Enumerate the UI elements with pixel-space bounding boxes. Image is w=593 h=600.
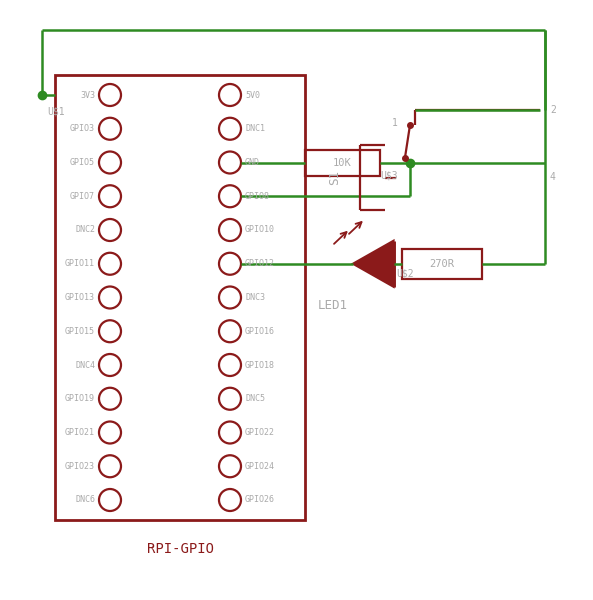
Text: S1: S1 [329, 170, 342, 185]
Text: GPIO18: GPIO18 [245, 361, 275, 370]
Text: RPI-GPIO: RPI-GPIO [146, 542, 213, 556]
Text: U$2: U$2 [397, 269, 414, 279]
Text: GPIO24: GPIO24 [245, 462, 275, 471]
Text: 5V0: 5V0 [245, 91, 260, 100]
Text: GPIO11: GPIO11 [65, 259, 95, 268]
Text: GPIO7: GPIO7 [70, 192, 95, 201]
Text: 270R: 270R [429, 259, 454, 269]
Text: GPIO19: GPIO19 [65, 394, 95, 403]
Text: 3V3: 3V3 [80, 91, 95, 100]
Text: GPIO10: GPIO10 [245, 226, 275, 235]
Text: GND: GND [245, 158, 260, 167]
Text: GPIO16: GPIO16 [245, 327, 275, 336]
Text: GPIO21: GPIO21 [65, 428, 95, 437]
Text: 1: 1 [392, 118, 398, 128]
Bar [305, 149, 380, 175]
Text: GPIO12: GPIO12 [245, 259, 275, 268]
Bar [55, 75, 305, 520]
Text: GPIO8: GPIO8 [245, 192, 270, 201]
Text: GPIO23: GPIO23 [65, 462, 95, 471]
Text: GPIO22: GPIO22 [245, 428, 275, 437]
Text: GPIO26: GPIO26 [245, 496, 275, 505]
Bar [401, 249, 482, 279]
Text: 2: 2 [550, 105, 556, 115]
Text: U$1: U$1 [47, 107, 65, 117]
Text: DNC6: DNC6 [75, 496, 95, 505]
Text: GPIO13: GPIO13 [65, 293, 95, 302]
Text: DNC1: DNC1 [245, 124, 265, 133]
Text: GPIO5: GPIO5 [70, 158, 95, 167]
Text: GPIO15: GPIO15 [65, 327, 95, 336]
Text: U$3: U$3 [380, 170, 398, 181]
Text: DNC5: DNC5 [245, 394, 265, 403]
Text: DNC2: DNC2 [75, 226, 95, 235]
Text: DNC3: DNC3 [245, 293, 265, 302]
Text: LED1: LED1 [318, 299, 348, 312]
Text: DNC4: DNC4 [75, 361, 95, 370]
Text: GPIO3: GPIO3 [70, 124, 95, 133]
Text: 4: 4 [550, 173, 556, 182]
Polygon shape [353, 241, 394, 287]
Text: 10K: 10K [333, 157, 352, 167]
